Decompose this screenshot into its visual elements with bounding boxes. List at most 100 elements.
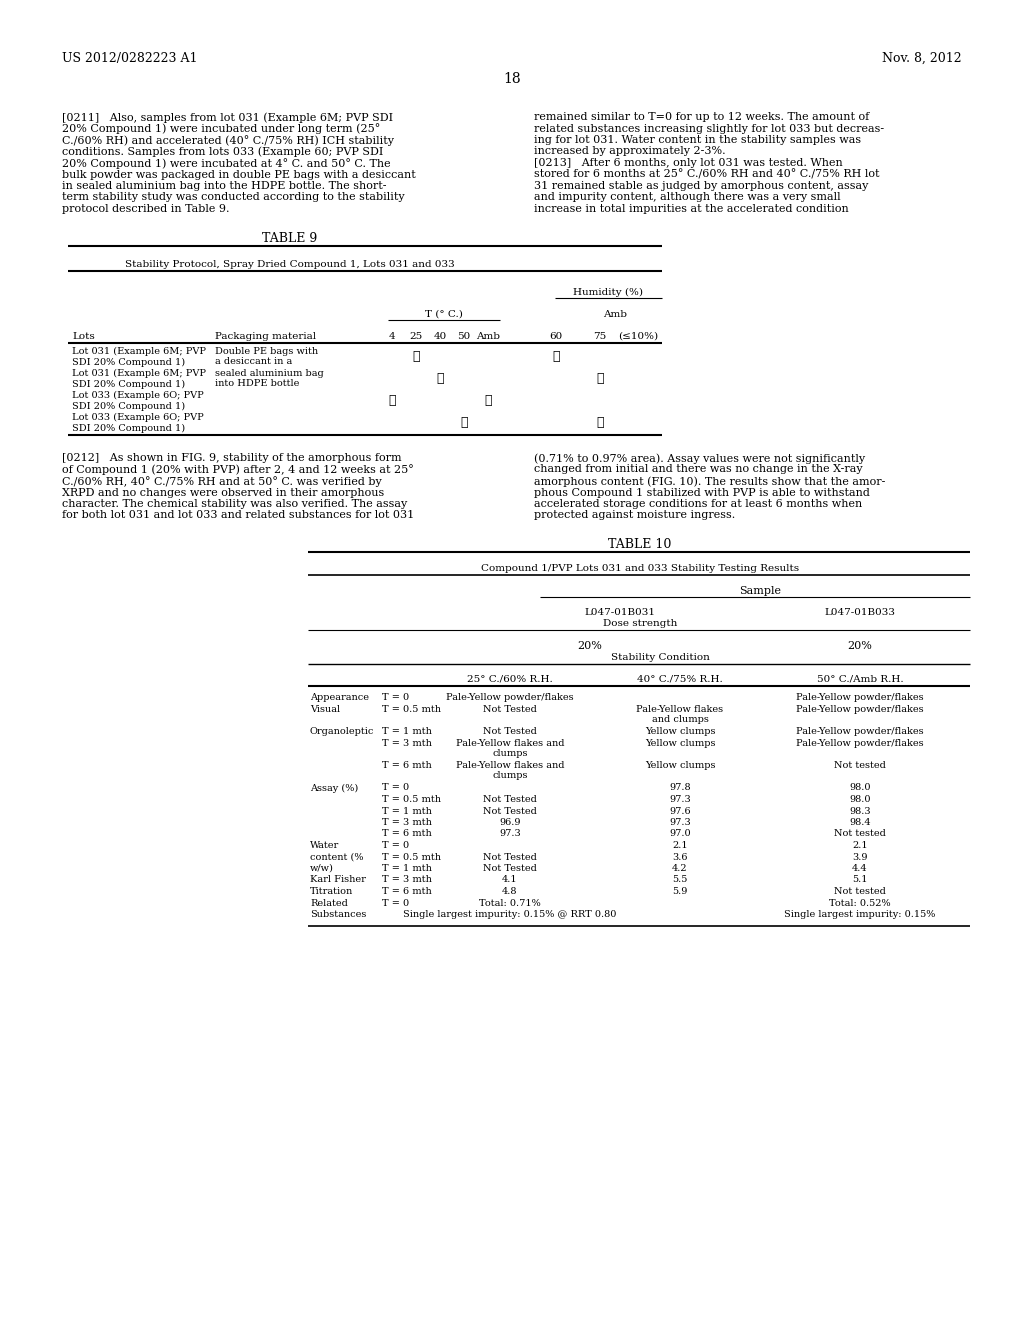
Text: protected against moisture ingress.: protected against moisture ingress. [534, 511, 735, 520]
Text: [0211]   Also, samples from lot 031 (Example 6M; PVP SDI: [0211] Also, samples from lot 031 (Examp… [62, 112, 393, 123]
Text: L047-01B031: L047-01B031 [585, 609, 655, 616]
Text: Pale-Yellow powder/flakes: Pale-Yellow powder/flakes [797, 738, 924, 747]
Text: 4.8: 4.8 [502, 887, 518, 896]
Text: content (%: content (% [310, 853, 364, 862]
Text: character. The chemical stability was also verified. The assay: character. The chemical stability was al… [62, 499, 408, 510]
Text: T = 0: T = 0 [382, 693, 410, 702]
Text: Not tested: Not tested [835, 762, 886, 770]
Text: 98.0: 98.0 [849, 784, 870, 792]
Text: T = 6 mth: T = 6 mth [382, 887, 432, 896]
Text: Yellow clumps: Yellow clumps [645, 738, 715, 747]
Text: changed from initial and there was no change in the X-ray: changed from initial and there was no ch… [534, 465, 862, 474]
Text: amorphous content (FIG. 10). The results show that the amor-: amorphous content (FIG. 10). The results… [534, 477, 886, 487]
Text: Single largest impurity: 0.15%: Single largest impurity: 0.15% [784, 909, 936, 919]
Text: 31 remained stable as judged by amorphous content, assay: 31 remained stable as judged by amorphou… [534, 181, 868, 191]
Text: T = 1 mth: T = 1 mth [382, 865, 432, 873]
Text: Not tested: Not tested [835, 829, 886, 838]
Text: 20% Compound 1) were incubated at 4° C. and 50° C. The: 20% Compound 1) were incubated at 4° C. … [62, 158, 390, 169]
Text: 4: 4 [389, 333, 395, 341]
Text: 20% Compound 1) were incubated under long term (25°: 20% Compound 1) were incubated under lon… [62, 124, 380, 135]
Text: [0212]   As shown in FIG. 9, stability of the amorphous form: [0212] As shown in FIG. 9, stability of … [62, 453, 401, 463]
Text: Not Tested: Not Tested [483, 795, 537, 804]
Text: 25: 25 [410, 333, 423, 341]
Text: C./60% RH) and accelerated (40° C./75% RH) ICH stability: C./60% RH) and accelerated (40° C./75% R… [62, 135, 394, 147]
Text: Nov. 8, 2012: Nov. 8, 2012 [883, 51, 962, 65]
Text: Pale-Yellow powder/flakes: Pale-Yellow powder/flakes [797, 727, 924, 737]
Text: Yellow clumps: Yellow clumps [645, 727, 715, 737]
Text: Pale-Yellow flakes
and clumps: Pale-Yellow flakes and clumps [637, 705, 724, 723]
Text: increase in total impurities at the accelerated condition: increase in total impurities at the acce… [534, 205, 849, 214]
Text: L047-01B033: L047-01B033 [824, 609, 896, 616]
Text: Not tested: Not tested [835, 887, 886, 896]
Text: TABLE 10: TABLE 10 [608, 539, 672, 550]
Text: 5.9: 5.9 [673, 887, 688, 896]
Text: US 2012/0282223 A1: US 2012/0282223 A1 [62, 51, 198, 65]
Text: 97.3: 97.3 [669, 818, 691, 828]
Text: 75: 75 [593, 333, 606, 341]
Text: Not Tested: Not Tested [483, 853, 537, 862]
Text: Single largest impurity: 0.15% @ RRT 0.80: Single largest impurity: 0.15% @ RRT 0.8… [403, 909, 616, 919]
Text: 4.1: 4.1 [502, 875, 518, 884]
Text: Appearance: Appearance [310, 693, 369, 702]
Text: phous Compound 1 stabilized with PVP is able to withstand: phous Compound 1 stabilized with PVP is … [534, 487, 869, 498]
Text: 2.1: 2.1 [852, 841, 867, 850]
Text: Titration: Titration [310, 887, 353, 896]
Text: accelerated storage conditions for at least 6 months when: accelerated storage conditions for at le… [534, 499, 862, 510]
Text: Amb: Amb [603, 310, 627, 319]
Text: 96.9: 96.9 [500, 818, 521, 828]
Text: and impurity content, although there was a very small: and impurity content, although there was… [534, 193, 841, 202]
Text: Pale-Yellow flakes and
clumps: Pale-Yellow flakes and clumps [456, 738, 564, 758]
Text: T = 0.5 mth: T = 0.5 mth [382, 705, 441, 714]
Text: 97.3: 97.3 [499, 829, 521, 838]
Text: stored for 6 months at 25° C./60% RH and 40° C./75% RH lot: stored for 6 months at 25° C./60% RH and… [534, 169, 880, 180]
Text: (≤10%): (≤10%) [617, 333, 658, 341]
Text: T = 0.5 mth: T = 0.5 mth [382, 853, 441, 862]
Text: Double PE bags with
a desiccant in a: Double PE bags with a desiccant in a [215, 347, 318, 367]
Text: ✓: ✓ [388, 393, 395, 407]
Text: 98.0: 98.0 [849, 795, 870, 804]
Text: 50° C./Amb R.H.: 50° C./Amb R.H. [817, 675, 903, 684]
Text: ✓: ✓ [596, 372, 604, 385]
Text: 3.9: 3.9 [852, 853, 867, 862]
Text: 5.1: 5.1 [852, 875, 867, 884]
Text: Substances: Substances [310, 909, 367, 919]
Text: Related: Related [310, 899, 348, 908]
Text: Lots: Lots [72, 333, 95, 341]
Text: ✓: ✓ [460, 416, 468, 429]
Text: Compound 1/PVP Lots 031 and 033 Stability Testing Results: Compound 1/PVP Lots 031 and 033 Stabilit… [481, 564, 799, 573]
Text: Stability Protocol, Spray Dried Compound 1, Lots 031 and 033: Stability Protocol, Spray Dried Compound… [125, 260, 455, 269]
Text: Stability Condition: Stability Condition [610, 653, 710, 663]
Text: 25° C./60% R.H.: 25° C./60% R.H. [467, 675, 553, 684]
Text: w/w): w/w) [310, 865, 334, 873]
Text: Pale-Yellow flakes and
clumps: Pale-Yellow flakes and clumps [456, 762, 564, 780]
Text: 97.3: 97.3 [669, 795, 691, 804]
Text: T = 0: T = 0 [382, 841, 410, 850]
Text: Lot 033 (Example 6O; PVP
SDI 20% Compound 1): Lot 033 (Example 6O; PVP SDI 20% Compoun… [72, 391, 204, 411]
Text: remained similar to T=0 for up to 12 weeks. The amount of: remained similar to T=0 for up to 12 wee… [534, 112, 869, 121]
Text: 40° C./75% R.H.: 40° C./75% R.H. [637, 675, 723, 684]
Text: term stability study was conducted according to the stability: term stability study was conducted accor… [62, 193, 404, 202]
Text: T = 1 mth: T = 1 mth [382, 727, 432, 737]
Text: 20%: 20% [578, 642, 602, 651]
Text: Not Tested: Not Tested [483, 865, 537, 873]
Text: ✓: ✓ [552, 350, 560, 363]
Text: 18: 18 [503, 73, 521, 86]
Text: 3.6: 3.6 [672, 853, 688, 862]
Text: Humidity (%): Humidity (%) [573, 288, 643, 297]
Text: for both lot 031 and lot 033 and related substances for lot 031: for both lot 031 and lot 033 and related… [62, 511, 415, 520]
Text: T = 3 mth: T = 3 mth [382, 738, 432, 747]
Text: 97.8: 97.8 [670, 784, 691, 792]
Text: ✓: ✓ [484, 393, 492, 407]
Text: Visual: Visual [310, 705, 340, 714]
Text: (0.71% to 0.97% area). Assay values were not significantly: (0.71% to 0.97% area). Assay values were… [534, 453, 865, 463]
Text: Dose strength: Dose strength [603, 619, 677, 628]
Text: Karl Fisher: Karl Fisher [310, 875, 366, 884]
Text: 97.0: 97.0 [670, 829, 691, 838]
Text: in sealed aluminium bag into the HDPE bottle. The short-: in sealed aluminium bag into the HDPE bo… [62, 181, 386, 191]
Text: Pale-Yellow powder/flakes: Pale-Yellow powder/flakes [797, 705, 924, 714]
Text: 4.4: 4.4 [852, 865, 867, 873]
Text: T (° C.): T (° C.) [425, 310, 463, 319]
Text: Lot 033 (Example 6O; PVP
SDI 20% Compound 1): Lot 033 (Example 6O; PVP SDI 20% Compoun… [72, 413, 204, 433]
Text: Lot 031 (Example 6M; PVP
SDI 20% Compound 1): Lot 031 (Example 6M; PVP SDI 20% Compoun… [72, 347, 206, 367]
Text: C./60% RH, 40° C./75% RH and at 50° C. was verified by: C./60% RH, 40° C./75% RH and at 50° C. w… [62, 477, 382, 487]
